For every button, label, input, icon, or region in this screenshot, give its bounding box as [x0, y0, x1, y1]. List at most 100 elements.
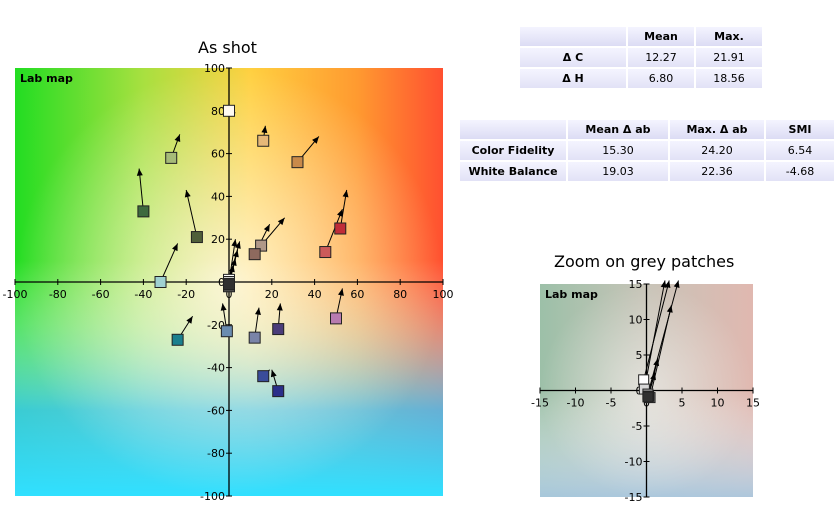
table-row: Color Fidelity 15.30 24.20 6.54 — [460, 141, 834, 160]
color-patch-marker — [272, 385, 285, 398]
table-header-row: Mean Max. — [520, 27, 762, 46]
shift-arrow-line — [160, 243, 179, 283]
color-patch-marker — [638, 374, 650, 386]
y-tick-label: 10 — [629, 314, 643, 327]
x-tick-label: -80 — [49, 288, 67, 301]
table-header-cell — [520, 27, 626, 46]
table-row-label: Δ C — [520, 48, 626, 67]
table-row-label: Color Fidelity — [460, 141, 566, 160]
shift-arrow-head — [228, 264, 235, 273]
color-patch-marker — [190, 231, 203, 244]
y-tick-label: 100 — [204, 62, 225, 75]
table-cell: 6.54 — [766, 141, 834, 160]
table-cell: 19.03 — [568, 162, 668, 181]
y-tick-label: -5 — [632, 420, 643, 433]
x-tick-label: 20 — [265, 288, 279, 301]
x-tick-label: -60 — [92, 288, 110, 301]
color-patch-marker — [137, 205, 150, 218]
table-cell: 6.80 — [628, 69, 694, 88]
table-row: White Balance 19.03 22.36 -4.68 — [460, 162, 834, 181]
shift-arrow-line — [649, 305, 672, 398]
x-tick-label: 10 — [711, 397, 725, 410]
table-cell: 18.56 — [696, 69, 762, 88]
shift-arrow-head — [261, 125, 268, 134]
shift-arrow-line — [324, 209, 343, 253]
shift-arrow-head — [276, 303, 283, 311]
x-tick-label: 5 — [679, 397, 686, 410]
shift-arrow-head — [337, 209, 343, 217]
shift-arrow-head — [174, 134, 181, 142]
table-header-cell: Max. — [696, 27, 762, 46]
shift-arrow-head — [660, 280, 667, 288]
shift-arrow-head — [650, 372, 656, 381]
panel-label: Lab map — [545, 288, 598, 301]
color-patch-marker — [248, 331, 261, 344]
shift-arrow-head — [673, 280, 680, 288]
color-patch-marker — [257, 370, 270, 383]
x-tick-label: -20 — [177, 288, 195, 301]
y-tick-label: 40 — [211, 190, 225, 203]
y-tick-label: 60 — [211, 148, 225, 161]
shift-arrow-head — [186, 316, 193, 324]
table-header-cell: Mean Δ ab — [568, 120, 668, 139]
x-tick-label: 40 — [308, 288, 322, 301]
main-chart-title: As shot — [198, 38, 257, 57]
table-cell: 22.36 — [670, 162, 764, 181]
shift-arrow-line — [185, 189, 198, 238]
color-patch-marker — [220, 325, 233, 338]
x-tick-label: -100 — [3, 288, 28, 301]
y-tick-label: -100 — [200, 490, 225, 503]
color-patch-marker — [223, 278, 235, 291]
y-tick-label: 5 — [636, 349, 643, 362]
shift-arrow-head — [263, 224, 270, 232]
color-patch-marker — [171, 333, 184, 346]
x-tick-label: 80 — [393, 288, 407, 301]
panel-label: Lab map — [20, 72, 73, 85]
x-tick-label: -15 — [531, 397, 549, 410]
shift-arrow-line — [647, 280, 679, 395]
shift-arrow-head — [231, 239, 238, 247]
y-tick-label: -80 — [207, 447, 225, 460]
table-header-cell — [460, 120, 566, 139]
table-cell: 21.91 — [696, 48, 762, 67]
table-cell: 15.30 — [568, 141, 668, 160]
color-patch-marker — [257, 134, 270, 147]
table-row-label: White Balance — [460, 162, 566, 181]
shift-arrow-head — [136, 168, 143, 176]
shift-arrow-head — [255, 307, 261, 316]
color-patch-marker — [154, 276, 167, 288]
table-cell: 24.20 — [670, 141, 764, 160]
y-tick-label: 15 — [629, 278, 643, 291]
shift-arrow-line — [643, 280, 670, 380]
color-patch-marker — [642, 391, 654, 403]
color-patch-marker — [272, 323, 285, 336]
color-patch-marker — [291, 156, 304, 169]
color-patch-marker — [330, 312, 342, 325]
shift-arrow-head — [342, 189, 349, 198]
table-header-cell: Mean — [628, 27, 694, 46]
x-tick-label: -40 — [134, 288, 152, 301]
shift-arrow-line — [643, 280, 666, 390]
y-tick-label: 0 — [218, 276, 225, 289]
shift-arrow-head — [653, 358, 660, 367]
x-tick-label: 100 — [433, 288, 454, 301]
y-tick-label: -20 — [207, 319, 225, 332]
shift-arrow-head — [270, 369, 277, 378]
table-cell: 12.27 — [628, 48, 694, 67]
shift-arrow-head — [234, 241, 241, 249]
y-tick-label: -40 — [207, 362, 225, 375]
y-tick-label: -15 — [625, 491, 643, 504]
y-tick-label: 80 — [211, 105, 225, 118]
chroma-hue-table: Mean Max. Δ C 12.27 21.91 Δ H 6.80 18.56 — [518, 25, 764, 90]
shift-arrow-head — [172, 243, 178, 252]
color-patch-marker — [248, 248, 261, 261]
y-tick-label: -10 — [625, 456, 643, 469]
fidelity-table: Mean Δ ab Max. Δ ab SMI Color Fidelity 1… — [458, 118, 836, 183]
color-patch-marker — [334, 222, 347, 235]
x-tick-label: -10 — [567, 397, 585, 410]
color-patch-marker — [165, 151, 178, 164]
x-tick-label: -5 — [606, 397, 617, 410]
shift-arrow-head — [184, 189, 191, 198]
